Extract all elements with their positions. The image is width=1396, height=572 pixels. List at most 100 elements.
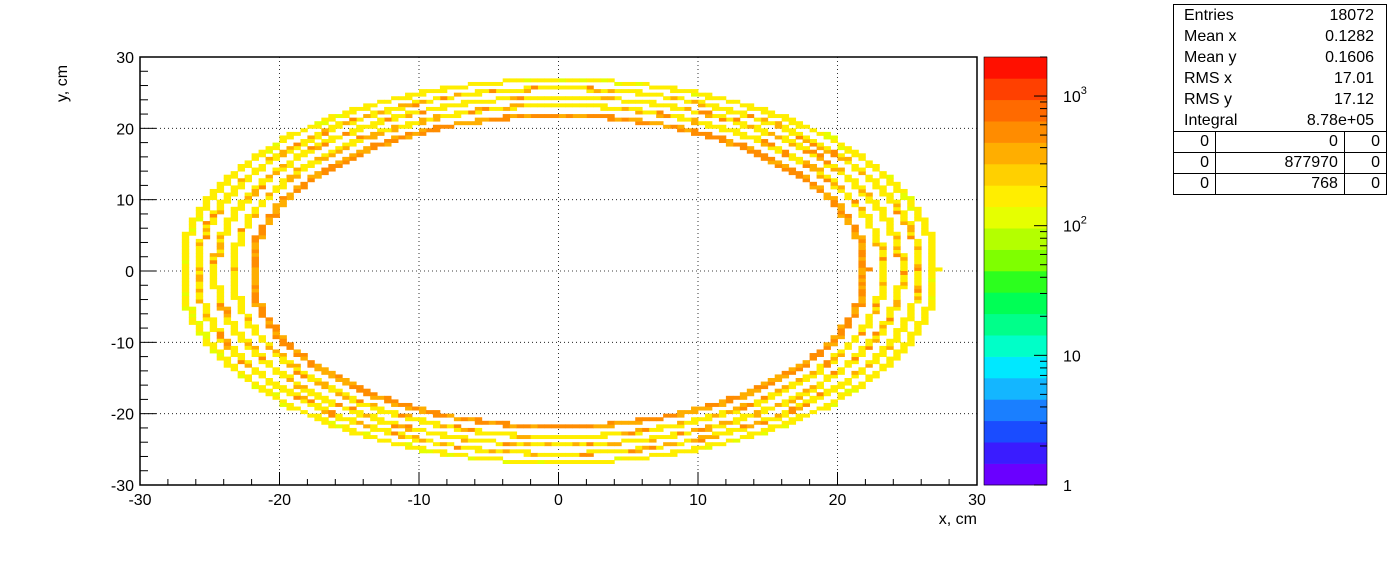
heatmap-cell bbox=[914, 271, 922, 275]
heatmap-cell bbox=[251, 153, 259, 158]
heatmap-cell bbox=[356, 431, 364, 436]
heatmap-cell bbox=[195, 249, 204, 254]
heatmap-cell bbox=[202, 310, 211, 315]
palette-tick-label: 1 bbox=[1063, 478, 1072, 495]
heatmap-cell bbox=[858, 274, 866, 279]
heatmap-cell bbox=[704, 424, 713, 429]
heatmap-cell bbox=[230, 260, 239, 265]
heatmap-cell bbox=[795, 392, 804, 397]
heatmap-cell bbox=[328, 164, 336, 168]
heatmap-cell bbox=[251, 278, 259, 283]
heatmap-cell bbox=[460, 92, 469, 97]
heatmap-cell bbox=[481, 438, 490, 443]
heatmap-cell bbox=[300, 149, 308, 154]
heatmap-cell bbox=[565, 452, 573, 457]
heatmap-cell bbox=[684, 410, 692, 415]
heatmap-cell bbox=[802, 178, 810, 183]
heatmap-cell bbox=[879, 263, 887, 268]
heatmap-cell bbox=[244, 164, 252, 168]
heatmap-cell bbox=[725, 399, 734, 404]
heatmap-cell bbox=[405, 131, 413, 136]
heatmap-cell bbox=[928, 271, 936, 275]
heatmap-cell bbox=[349, 399, 357, 404]
heatmap-cell bbox=[321, 121, 329, 126]
heatmap-cell bbox=[865, 338, 873, 343]
heatmap-cell bbox=[544, 85, 552, 90]
heatmap-cell bbox=[767, 424, 776, 429]
heatmap-cell bbox=[851, 370, 859, 375]
heatmap-cell bbox=[356, 410, 364, 415]
heatmap-cell bbox=[739, 114, 748, 119]
heatmap-cell bbox=[600, 114, 608, 119]
heatmap-cell bbox=[886, 320, 894, 325]
heatmap-cell bbox=[363, 402, 371, 407]
heatmap-cell bbox=[202, 224, 211, 229]
heatmap-cell bbox=[865, 320, 873, 325]
heatmap-cell bbox=[405, 435, 413, 440]
heatmap-cell bbox=[412, 406, 420, 411]
heatmap-cell bbox=[844, 360, 852, 365]
heatmap-cell bbox=[265, 363, 273, 368]
heatmap-cell bbox=[544, 460, 552, 464]
heatmap-cell bbox=[621, 438, 629, 443]
heatmap-cell bbox=[363, 149, 371, 154]
heatmap-cell bbox=[195, 256, 204, 261]
heatmap-cell bbox=[307, 374, 315, 379]
heatmap-cell bbox=[607, 442, 615, 447]
heatmap-cell bbox=[244, 345, 252, 350]
y-tick-label: -20 bbox=[111, 407, 134, 424]
heatmap-cell bbox=[370, 406, 378, 411]
heatmap-cell bbox=[830, 203, 838, 208]
heatmap-cell bbox=[809, 164, 817, 168]
heatmap-cell bbox=[579, 96, 587, 101]
heatmap-cell bbox=[914, 210, 922, 215]
heatmap-cell bbox=[914, 278, 922, 283]
heatmap-cell bbox=[593, 96, 601, 101]
heatmap-cell bbox=[370, 424, 378, 429]
heatmap-cell bbox=[739, 131, 748, 136]
heatmap-cell bbox=[851, 335, 859, 340]
heatmap-cell bbox=[551, 452, 559, 457]
heatmap-cell bbox=[865, 178, 873, 183]
heatmap-cell bbox=[879, 353, 887, 357]
heatmap-cell bbox=[725, 438, 734, 443]
heatmap-cell bbox=[893, 328, 901, 333]
heatmap-cell bbox=[530, 78, 538, 83]
heatmap-cell bbox=[467, 110, 476, 115]
heatmap-cell bbox=[886, 356, 894, 361]
heatmap-cell bbox=[223, 174, 232, 179]
heatmap-cell bbox=[830, 399, 838, 404]
heatmap-cell bbox=[677, 449, 685, 454]
heatmap-cell bbox=[830, 153, 838, 158]
heatmap-cell bbox=[732, 406, 741, 411]
heatmap-cell bbox=[188, 221, 197, 226]
heatmap-cell bbox=[914, 267, 922, 272]
heatmap-cell bbox=[293, 367, 301, 372]
heatmap-cell bbox=[565, 78, 573, 83]
stats-grid-cell: 0 bbox=[1215, 131, 1345, 153]
heatmap-cell bbox=[607, 106, 615, 111]
heatmap-cell bbox=[816, 167, 824, 172]
heatmap-cell bbox=[181, 271, 190, 275]
heatmap-cell bbox=[816, 156, 824, 161]
heatmap-cell bbox=[181, 263, 190, 268]
heatmap-cell bbox=[300, 167, 308, 172]
palette-swatch bbox=[984, 420, 1047, 443]
heatmap-cell bbox=[474, 106, 483, 111]
heatmap-cell bbox=[872, 331, 880, 336]
heatmap-cell bbox=[907, 235, 915, 240]
heatmap-cell bbox=[216, 231, 225, 236]
heatmap-cell bbox=[258, 181, 266, 186]
heatmap-cell bbox=[474, 99, 483, 104]
heatmap-cell bbox=[886, 306, 894, 311]
heatmap-cell bbox=[335, 402, 343, 407]
heatmap-cell bbox=[614, 106, 622, 111]
heatmap-cell bbox=[663, 452, 671, 457]
heatmap-cell bbox=[272, 324, 280, 329]
heatmap-cell bbox=[181, 249, 190, 254]
heatmap-cell bbox=[781, 385, 790, 390]
heatmap-cell bbox=[258, 199, 266, 204]
heatmap-cell bbox=[635, 445, 643, 450]
heatmap-cell bbox=[272, 156, 280, 161]
